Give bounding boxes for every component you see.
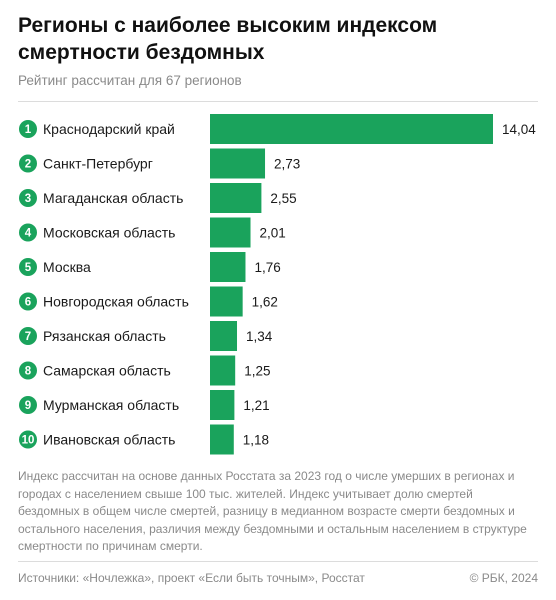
rank-badge — [19, 258, 37, 276]
rank-number: 5 — [25, 262, 32, 274]
region-label: Магаданская область — [43, 190, 183, 206]
chart-subtitle: Рейтинг рассчитан для 67 регионов — [18, 73, 242, 88]
rank-badge — [19, 430, 37, 449]
top-divider — [18, 101, 538, 102]
rank-number: 7 — [25, 331, 31, 343]
region-label: Мурманская область — [43, 397, 179, 413]
value-label: 2,73 — [274, 157, 300, 172]
rank-badge — [19, 189, 37, 207]
bar — [210, 424, 234, 455]
value-label: 1,76 — [254, 260, 280, 275]
rank-badge — [19, 223, 37, 242]
value-label: 1,25 — [244, 364, 270, 379]
rank-badge — [19, 120, 37, 138]
rank-badge — [19, 154, 37, 173]
source-credit: Источники: «Ночлежка», проект «Если быть… — [18, 571, 365, 585]
methodology-note: Индекс рассчитан на основе данных Росста… — [18, 469, 527, 553]
bar — [210, 390, 235, 420]
bar — [210, 321, 238, 351]
rank-number: 3 — [25, 193, 31, 205]
copyright-notice: © РБК, 2024 — [469, 571, 538, 585]
bar — [210, 252, 246, 282]
chart-title: Регионы с наиболее высоким индексом смер… — [18, 14, 438, 64]
region-label: Самарская область — [43, 363, 171, 379]
rank-number: 1 — [25, 124, 32, 136]
value-label: 1,21 — [243, 398, 269, 413]
bar — [210, 355, 236, 386]
value-label: 1,18 — [243, 433, 269, 448]
region-label: Москва — [43, 259, 91, 275]
value-label: 2,01 — [260, 226, 286, 241]
region-label: Московская область — [43, 225, 175, 241]
bar — [210, 148, 266, 179]
rank-number: 10 — [22, 435, 35, 447]
region-label: Ивановская область — [43, 432, 175, 448]
region-label: Санкт-Петербург — [43, 156, 153, 172]
rank-number: 9 — [25, 400, 31, 412]
bar — [210, 183, 262, 213]
bar — [210, 217, 251, 248]
rank-number: 8 — [25, 366, 32, 378]
rank-number: 2 — [25, 159, 31, 171]
rank-badge — [19, 396, 37, 414]
rank-badge — [19, 292, 37, 311]
region-label: Рязанская область — [43, 328, 166, 344]
bar — [210, 286, 243, 317]
region-label: Краснодарский край — [43, 121, 175, 137]
value-label: 2,55 — [270, 191, 296, 206]
bottom-divider — [18, 561, 538, 562]
value-label: 1,34 — [246, 329, 273, 344]
bar — [210, 114, 493, 144]
rank-badge — [19, 361, 37, 380]
region-label: Новгородская область — [43, 294, 189, 310]
value-label: 14,04 — [502, 122, 536, 137]
rank-number: 4 — [25, 228, 32, 240]
value-label: 1,62 — [252, 295, 278, 310]
rank-number: 6 — [25, 297, 31, 309]
rank-badge — [19, 327, 37, 345]
